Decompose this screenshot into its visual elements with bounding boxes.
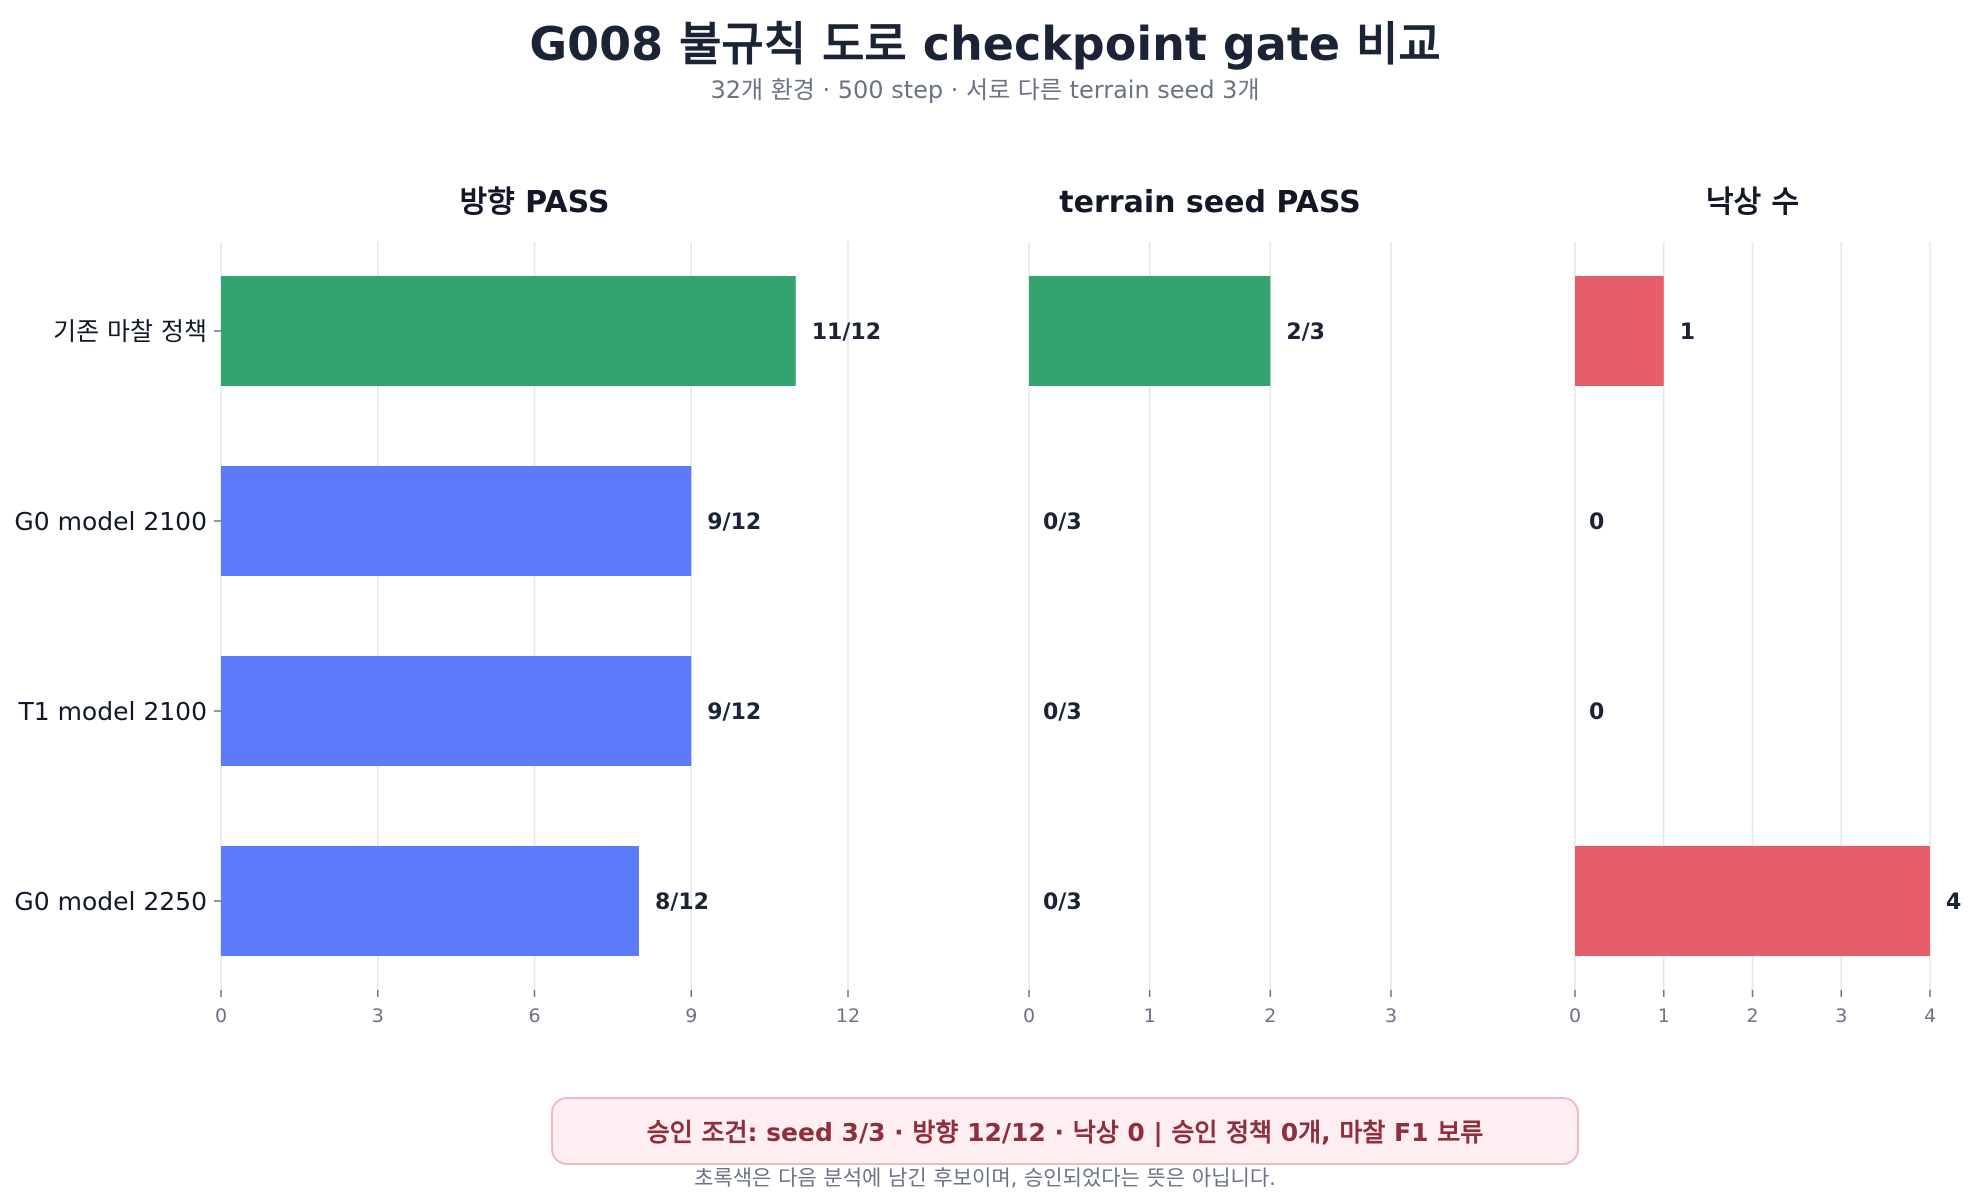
bar bbox=[221, 276, 796, 386]
data-label: 1 bbox=[1680, 320, 1695, 345]
x-tick-label: 0 bbox=[215, 1005, 227, 1027]
data-label: 0/3 bbox=[1043, 510, 1082, 535]
data-label: 4 bbox=[1946, 890, 1961, 915]
data-label: 9/12 bbox=[707, 510, 761, 535]
data-label: 0 bbox=[1589, 510, 1604, 535]
data-label: 0/3 bbox=[1043, 890, 1082, 915]
x-tick-label: 1 bbox=[1658, 1005, 1670, 1027]
data-label: 2/3 bbox=[1286, 320, 1325, 345]
figure-title: G008 불규칙 도로 checkpoint gate 비교 bbox=[529, 17, 1441, 71]
data-label: 0 bbox=[1589, 700, 1604, 725]
category-label: G0 model 2250 bbox=[14, 887, 207, 916]
data-label: 0/3 bbox=[1043, 700, 1082, 725]
bar bbox=[1575, 846, 1930, 956]
x-tick-label: 4 bbox=[1924, 1005, 1936, 1027]
panel-title: 낙상 수 bbox=[1706, 185, 1799, 220]
bar bbox=[221, 656, 692, 766]
bar bbox=[221, 466, 692, 576]
data-label: 11/12 bbox=[812, 320, 881, 345]
x-tick-label: 3 bbox=[1835, 1005, 1847, 1027]
approval-notice: 승인 조건: seed 3/3 · 방향 12/12 · 낙상 0 | 승인 정… bbox=[551, 1097, 1579, 1165]
x-tick-label: 2 bbox=[1746, 1005, 1758, 1027]
data-label: 8/12 bbox=[655, 890, 709, 915]
x-tick-label: 12 bbox=[836, 1005, 860, 1027]
x-tick-label: 3 bbox=[1385, 1005, 1397, 1027]
figure-subtitle: 32개 환경 · 500 step · 서로 다른 terrain seed 3… bbox=[710, 76, 1260, 104]
category-label: T1 model 2100 bbox=[17, 697, 207, 726]
footnote: 초록색은 다음 분석에 남긴 후보이며, 승인되었다는 뜻은 아닙니다. bbox=[694, 1166, 1276, 1190]
x-tick-label: 0 bbox=[1569, 1005, 1581, 1027]
bar bbox=[221, 846, 639, 956]
panel-title: terrain seed PASS bbox=[1059, 185, 1360, 220]
x-tick-label: 9 bbox=[685, 1005, 697, 1027]
bar bbox=[1575, 276, 1664, 386]
x-tick-label: 0 bbox=[1023, 1005, 1035, 1027]
x-tick-label: 2 bbox=[1264, 1005, 1276, 1027]
x-tick-label: 3 bbox=[372, 1005, 384, 1027]
panel-title: 방향 PASS bbox=[460, 185, 610, 220]
x-tick-label: 1 bbox=[1144, 1005, 1156, 1027]
category-label: 기존 마찰 정책 bbox=[53, 317, 207, 346]
category-label: G0 model 2100 bbox=[14, 507, 207, 536]
x-tick-label: 6 bbox=[528, 1005, 540, 1027]
bar bbox=[1029, 276, 1271, 386]
data-label: 9/12 bbox=[707, 700, 761, 725]
